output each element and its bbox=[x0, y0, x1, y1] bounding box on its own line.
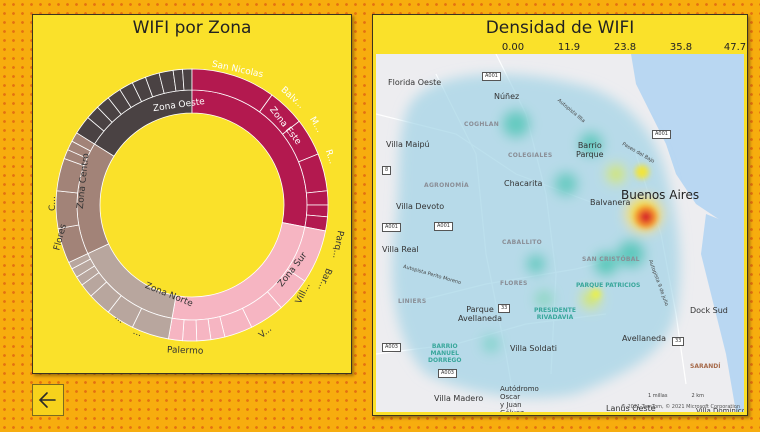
road-shield-8: 8 bbox=[382, 166, 392, 175]
map-label-liniers: LINIERS bbox=[398, 298, 427, 305]
road-shield-a003-south: A003 bbox=[438, 369, 457, 378]
wifi-zone-sunburst-chart[interactable]: Zona Oeste Zona Este Zona Sur Zona Norte… bbox=[33, 15, 351, 373]
legend-tick-1: 11.9 bbox=[557, 42, 581, 53]
map-label-agronomia: AGRONOMÍA bbox=[424, 182, 469, 189]
map-label-villa-madero: Villa Madero bbox=[434, 394, 484, 403]
map-label-presidente-rivadavia: PRESIDENTE RIVADAVIA bbox=[534, 307, 576, 321]
outer-label-parq: Parq... bbox=[330, 230, 345, 260]
map-canvas bbox=[376, 54, 744, 412]
map-label-villa-devoto: Villa Devoto bbox=[396, 202, 445, 211]
road-shield-a001-west: A001 bbox=[382, 223, 401, 232]
map-label-sarandi: SARANDÍ bbox=[690, 363, 721, 370]
outer-segment-zona-sur-6[interactable] bbox=[182, 319, 198, 342]
scale-miles: 1 millas bbox=[648, 393, 668, 399]
legend-tick-2: 23.8 bbox=[613, 42, 637, 53]
outer-segment-zona-oeste-9[interactable] bbox=[182, 68, 193, 91]
road-shield-33-east: 33 bbox=[672, 337, 685, 346]
outer-label-v: V... bbox=[257, 324, 274, 340]
outer-label-bar: Bar... bbox=[315, 267, 333, 292]
road-shield-a001-north: A001 bbox=[482, 72, 501, 81]
wifi-by-zone-title: WIFI por Zona bbox=[132, 18, 252, 38]
outer-segment-zona-este-4[interactable] bbox=[305, 190, 329, 206]
map-label-nunez: Núñez bbox=[494, 92, 520, 101]
back-arrow-icon bbox=[38, 392, 56, 408]
outer-label-palermo: Palermo bbox=[167, 345, 204, 356]
map-label-barrio-parque: Barrio Parque bbox=[576, 141, 604, 159]
map-label-balvanera: Balvanera bbox=[590, 198, 631, 207]
map-label-buenos-aires: Buenos Aires bbox=[621, 188, 700, 202]
road-shield-33-center: 33 bbox=[498, 304, 511, 313]
map-label-villa-maipu: Villa Maipú bbox=[386, 140, 430, 149]
map-label-caballito: CABALLITO bbox=[502, 239, 543, 246]
map-label-villa-real: Villa Real bbox=[382, 245, 419, 254]
map-label-lanus-oeste: Lanús Oeste bbox=[606, 404, 656, 412]
outer-segment-zona-centro-1[interactable] bbox=[55, 190, 80, 230]
road-shield-a003-west: A003 bbox=[382, 343, 401, 352]
outer-segment-zona-sur-5[interactable] bbox=[195, 318, 212, 342]
back-button[interactable] bbox=[32, 384, 64, 416]
map-label-barrio-manuel-dorrego: BARRIO MANUEL DORREGO bbox=[428, 343, 462, 364]
road-shield-a001-center: A001 bbox=[434, 222, 453, 231]
outer-label-c: C... bbox=[48, 196, 58, 211]
outer-label-dots1: ... bbox=[132, 327, 143, 339]
legend-tick-4: 47.7 bbox=[723, 42, 747, 53]
road-shield-a001-east: A001 bbox=[652, 130, 671, 139]
map-label-chacarita: Chacarita bbox=[504, 179, 543, 188]
density-legend-ticks: 0.00 11.9 23.8 35.8 47.7 bbox=[502, 42, 747, 54]
map-label-parque-avellaneda: Parque Avellaneda bbox=[458, 305, 502, 323]
map-label-flores: FLORES bbox=[500, 280, 528, 287]
heatmap-layer bbox=[392, 74, 681, 398]
outer-segment-zona-centro-5[interactable] bbox=[71, 132, 96, 152]
outer-label-m: M... bbox=[307, 115, 324, 134]
map-label-autodromo: Autódromo Oscar y Juan Gálvez bbox=[500, 385, 539, 412]
wifi-by-zone-panel: WIFI por Zona Zona Oeste Zona Este Zona … bbox=[32, 14, 352, 374]
map-copyright: © 2021 TomTom, © 2021 Microsoft Corporat… bbox=[620, 404, 740, 410]
outer-label-r: R... bbox=[323, 148, 337, 165]
map-label-parque-patricios: PARQUE PATRICIOS bbox=[576, 282, 641, 289]
map-label-coghlan: COGHLAN bbox=[464, 121, 500, 128]
coast-water bbox=[701, 214, 744, 412]
wifi-density-panel: Densidad de WIFI 0.00 11.9 23.8 35.8 47.… bbox=[372, 14, 748, 416]
wifi-density-title: Densidad de WIFI bbox=[485, 18, 635, 38]
river-water bbox=[631, 54, 744, 234]
map-scale: 1 millas 2 km bbox=[648, 393, 728, 399]
scale-km: 2 km bbox=[691, 393, 705, 399]
map-label-villa-soldati: Villa Soldati bbox=[510, 344, 557, 353]
map-label-san-cristobal: SAN CRISTÓBAL bbox=[582, 256, 640, 263]
density-heatmap-map[interactable]: Florida Oeste Núñez COGHLAN Villa Maipú … bbox=[376, 54, 744, 412]
map-label-avellaneda: Avellaneda bbox=[622, 334, 666, 343]
map-label-villa-dominico: Villa Domínico bbox=[696, 407, 744, 412]
map-label-dock-sud: Dock Sud bbox=[690, 306, 728, 315]
map-label-colegiales: COLEGIALES bbox=[508, 152, 553, 159]
legend-tick-3: 35.8 bbox=[669, 42, 693, 53]
map-label-florida-oeste: Florida Oeste bbox=[388, 78, 442, 87]
legend-tick-0: 0.00 bbox=[501, 42, 525, 53]
